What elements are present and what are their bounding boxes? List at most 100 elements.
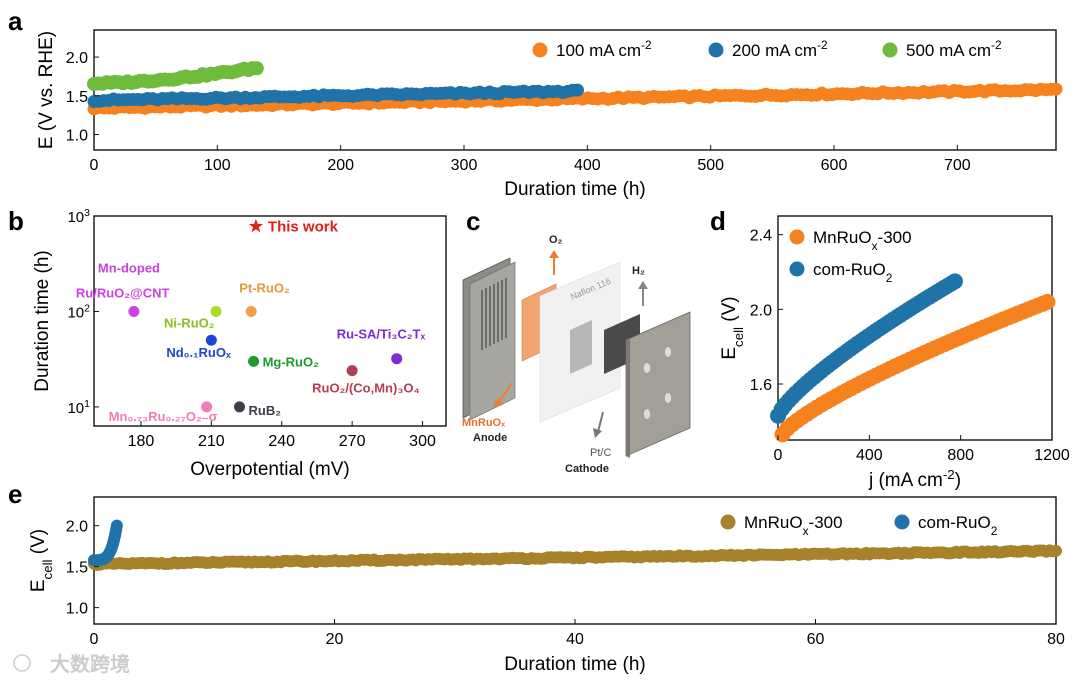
x-tick-label: 180 <box>128 433 155 450</box>
watermark-text: 大数跨境 <box>50 652 130 676</box>
legend-label-part: 100 mA cm <box>556 41 641 60</box>
y-axis-title: E (V vs. RHE) <box>36 31 57 149</box>
point-group: Nd₀.₁RuOₓ <box>166 334 231 360</box>
x-tick-label: 700 <box>944 157 971 174</box>
legend-label: 200 mA cm-2 <box>732 38 828 60</box>
y-axis-title: Duration time (h) <box>32 250 53 392</box>
data-point <box>233 401 245 413</box>
legend-label: com-RuO2 <box>813 260 893 285</box>
panel-c-letter: c <box>466 206 480 236</box>
x-axis-title-part: j (mA cm <box>868 470 943 491</box>
x-tick-label: 400 <box>856 447 883 464</box>
point-label: Mg-RuO₂ <box>263 354 320 369</box>
data-point <box>128 305 140 317</box>
y-tick-label-part: 10 <box>67 304 84 321</box>
plot-frame <box>777 215 1053 441</box>
data-point <box>110 519 123 532</box>
legend-label-part: -2 <box>817 38 828 52</box>
y-tick-label-part: 1 <box>84 398 90 410</box>
y-tick-label-part: 10 <box>67 209 84 226</box>
point-label: Ru-SA/Ti₃C₂Tₓ <box>337 327 426 342</box>
point-label: Ru/RuO₂@CNT <box>76 285 170 300</box>
data-point <box>245 305 257 317</box>
y-tick-label: 2.4 <box>750 228 772 245</box>
y-axis-title: Ecell (V) <box>719 296 746 359</box>
legend-label-part: 500 mA cm <box>906 41 991 60</box>
series-2 <box>770 273 963 424</box>
legend-label: com-RuO2 <box>918 513 998 538</box>
chart-b: Mn-doped Ru/RuO₂@CNT Ni-RuO₂ Pt-RuO₂ Nd₀.₁Ru… <box>32 207 447 480</box>
y-tick-label-part: 3 <box>84 207 90 219</box>
x-tick-label: 210 <box>198 433 225 450</box>
legend-marker <box>789 229 805 245</box>
cathode-arrow <box>597 411 604 433</box>
legend-label: 500 mA cm-2 <box>906 38 1002 60</box>
point-group: Pt-RuO₂ <box>239 280 290 317</box>
point-label: RuO₂/(Co,Mn)₃O₄ <box>312 381 420 396</box>
legend-label: 100 mA cm-2 <box>556 38 652 60</box>
point-group: RuO₂/(Co,Mn)₃O₄ <box>312 365 420 396</box>
y-tick-label: 2.0 <box>750 302 772 319</box>
x-axis-title: Overpotential (mV) <box>190 459 349 480</box>
y-tick-label: 1.5 <box>66 560 88 577</box>
legend-label-part: -300 <box>878 228 912 247</box>
legend-label: MnRuOx-300 <box>744 513 843 538</box>
point-group: Mn-doped Ru/RuO₂@CNT <box>76 260 170 317</box>
panel-e-letter: e <box>8 479 22 509</box>
this-work-star <box>248 218 264 233</box>
legend-marker <box>708 42 724 58</box>
x-tick-label: 200 <box>327 157 354 174</box>
panel-b-letter: b <box>8 206 24 236</box>
legend-label-part: x <box>803 524 809 538</box>
series-3 <box>87 61 264 91</box>
legend-marker <box>789 261 805 277</box>
legend-label-part: MnRuO <box>813 228 872 247</box>
x-axis-title-part: -2 <box>943 467 955 482</box>
x-tick-label: 0 <box>774 447 783 464</box>
cathode-catalyst-label: Pt/C <box>590 447 611 459</box>
legend-marker <box>720 514 736 530</box>
cathode-arrow-head <box>593 428 602 438</box>
cathode-end-plate-side <box>626 338 630 458</box>
h2-label: H₂ <box>632 265 645 277</box>
anode-catalyst-label: MnRuOₓ <box>462 417 506 429</box>
anode-arrow <box>497 382 513 404</box>
chart-d: 0 400 800 1200 1.6 2.0 2.4 j (mA cm-2) Ecell (V)… <box>719 215 1070 492</box>
data-point <box>1049 82 1063 96</box>
legend-label-part: 2 <box>991 524 998 538</box>
legend-marker <box>882 42 898 58</box>
y-axis-title-part: (V) <box>28 529 49 560</box>
flow-field-channels <box>481 278 507 350</box>
x-axis-title: j (mA cm-2) <box>868 467 961 492</box>
legend-label-part: com-RuO <box>813 260 886 279</box>
point-group: Ru-SA/Ti₃C₂Tₓ <box>337 327 426 365</box>
x-tick-label: 0 <box>90 157 99 174</box>
point-label: Mn-doped <box>98 260 160 275</box>
cathode-port <box>664 393 672 403</box>
o2-arrow-head <box>549 250 559 258</box>
cathode-port <box>643 409 651 419</box>
series-2 <box>88 519 123 567</box>
legend-label-part: -300 <box>809 513 843 532</box>
data-point <box>946 273 963 290</box>
h2-arrow-head <box>638 281 648 289</box>
series-1 <box>774 293 1056 443</box>
x-tick-label: 800 <box>947 447 974 464</box>
y-axis-title-part: cell <box>731 327 746 347</box>
data-point <box>205 334 217 346</box>
data-point <box>210 305 222 317</box>
legend-label: MnRuOx-300 <box>813 228 912 253</box>
y-axis-title-part: cell <box>40 559 55 579</box>
y-tick-label: 1.5 <box>66 89 88 106</box>
legend-label-part: 2 <box>886 271 893 285</box>
y-tick-label-part: 10 <box>67 400 84 417</box>
panel-a-letter: a <box>8 6 23 36</box>
x-axis-title: Duration time (h) <box>504 654 646 675</box>
x-tick-label: 20 <box>326 631 344 648</box>
point-group: Mg-RuO₂ <box>248 354 319 369</box>
watermark: 大数跨境 <box>13 652 130 676</box>
point-group: RuB₂ <box>233 401 281 418</box>
series-1 <box>88 544 1062 571</box>
series-2 <box>87 83 584 109</box>
